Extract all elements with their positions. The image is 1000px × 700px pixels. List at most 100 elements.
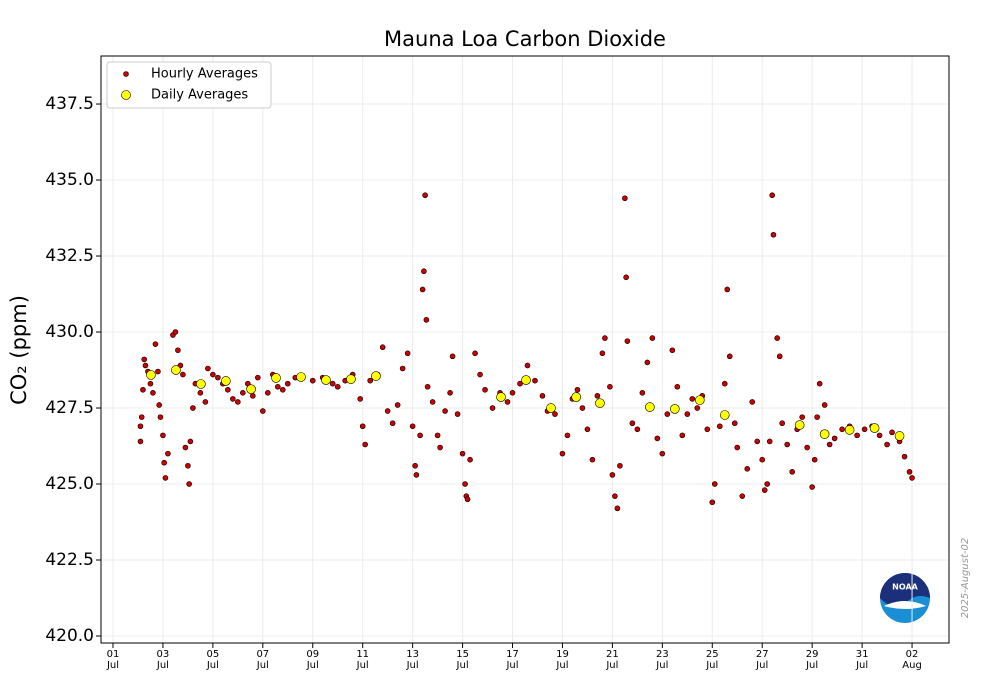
point: [645, 402, 655, 412]
point: [811, 456, 818, 463]
point: [496, 392, 506, 402]
point: [623, 274, 629, 281]
point: [437, 444, 443, 451]
x-tick-label: 17 Jul: [505, 649, 518, 671]
point: [150, 390, 156, 396]
point: [532, 377, 538, 384]
point: [779, 420, 785, 427]
point: [559, 450, 566, 457]
point: [156, 402, 162, 408]
point: [884, 441, 890, 448]
point: [367, 377, 373, 384]
point: [734, 444, 741, 451]
x-tick-label: 29 Jul: [805, 649, 818, 671]
point: [731, 420, 738, 427]
point: [182, 444, 189, 451]
point: [362, 441, 368, 448]
point: [477, 371, 483, 378]
point: [434, 432, 441, 439]
point: [147, 380, 154, 387]
point: [138, 414, 145, 420]
date-stamp: 2025-August-02: [960, 538, 971, 618]
x-tick-label: 02 Aug: [902, 649, 922, 671]
point: [205, 365, 211, 372]
point: [704, 426, 711, 433]
point: [894, 431, 905, 441]
point: [175, 347, 181, 354]
logo-text: NOAA: [892, 583, 918, 592]
legend-label: Daily Averages: [151, 88, 248, 103]
point: [321, 375, 331, 385]
x-tick-label: 27 Jul: [755, 649, 768, 671]
point: [329, 380, 336, 387]
point: [296, 372, 306, 382]
point: [694, 405, 701, 411]
point: [869, 423, 880, 433]
point: [140, 386, 146, 393]
point: [744, 466, 751, 472]
point: [754, 438, 761, 445]
point: [240, 390, 246, 396]
point: [459, 450, 466, 457]
x-tick-label: 25 Jul: [705, 649, 718, 671]
point: [609, 472, 616, 478]
point: [589, 456, 596, 463]
point: [429, 399, 436, 405]
point: [359, 423, 366, 430]
series: [146, 365, 905, 441]
point: [517, 380, 523, 387]
point: [759, 456, 766, 463]
point: [861, 426, 868, 433]
point: [804, 444, 810, 451]
point: [419, 286, 426, 293]
point: [162, 475, 169, 481]
point: [689, 396, 696, 402]
x-tick-label: 23 Jul: [655, 649, 668, 671]
y-tick-label: 427.5: [45, 398, 94, 418]
point: [202, 399, 209, 405]
point: [521, 375, 531, 385]
point: [421, 268, 427, 275]
point: [546, 403, 556, 413]
point: [876, 432, 883, 439]
point: [784, 441, 790, 448]
point: [157, 414, 164, 420]
point: [215, 374, 221, 381]
point: [161, 459, 167, 466]
x-tick-label: 19 Jul: [555, 649, 568, 671]
point: [844, 425, 855, 435]
point: [622, 195, 628, 202]
point: [210, 371, 216, 378]
point: [724, 286, 731, 293]
point: [761, 487, 768, 493]
point: [171, 365, 181, 375]
point: [155, 368, 161, 375]
point: [357, 396, 363, 402]
point: [906, 469, 913, 475]
x-tick-label: 21 Jul: [605, 649, 618, 671]
point: [584, 426, 591, 433]
point: [816, 380, 823, 387]
point: [160, 432, 166, 439]
point: [826, 441, 833, 448]
x-tick-label: 05 Jul: [206, 649, 219, 671]
point: [137, 423, 144, 430]
point: [674, 383, 681, 390]
point: [774, 335, 781, 341]
x-tick-label: 09 Jul: [306, 649, 319, 671]
point: [552, 411, 558, 417]
point: [346, 374, 356, 384]
point: [197, 390, 204, 396]
point: [809, 484, 815, 490]
point: [889, 429, 895, 436]
point: [639, 390, 646, 396]
point: [909, 475, 915, 481]
legend-box: [106, 61, 272, 109]
legend-marker: [121, 90, 131, 100]
point: [711, 481, 718, 487]
point: [679, 432, 686, 439]
point: [404, 350, 411, 357]
point: [694, 395, 705, 405]
point: [524, 362, 531, 369]
